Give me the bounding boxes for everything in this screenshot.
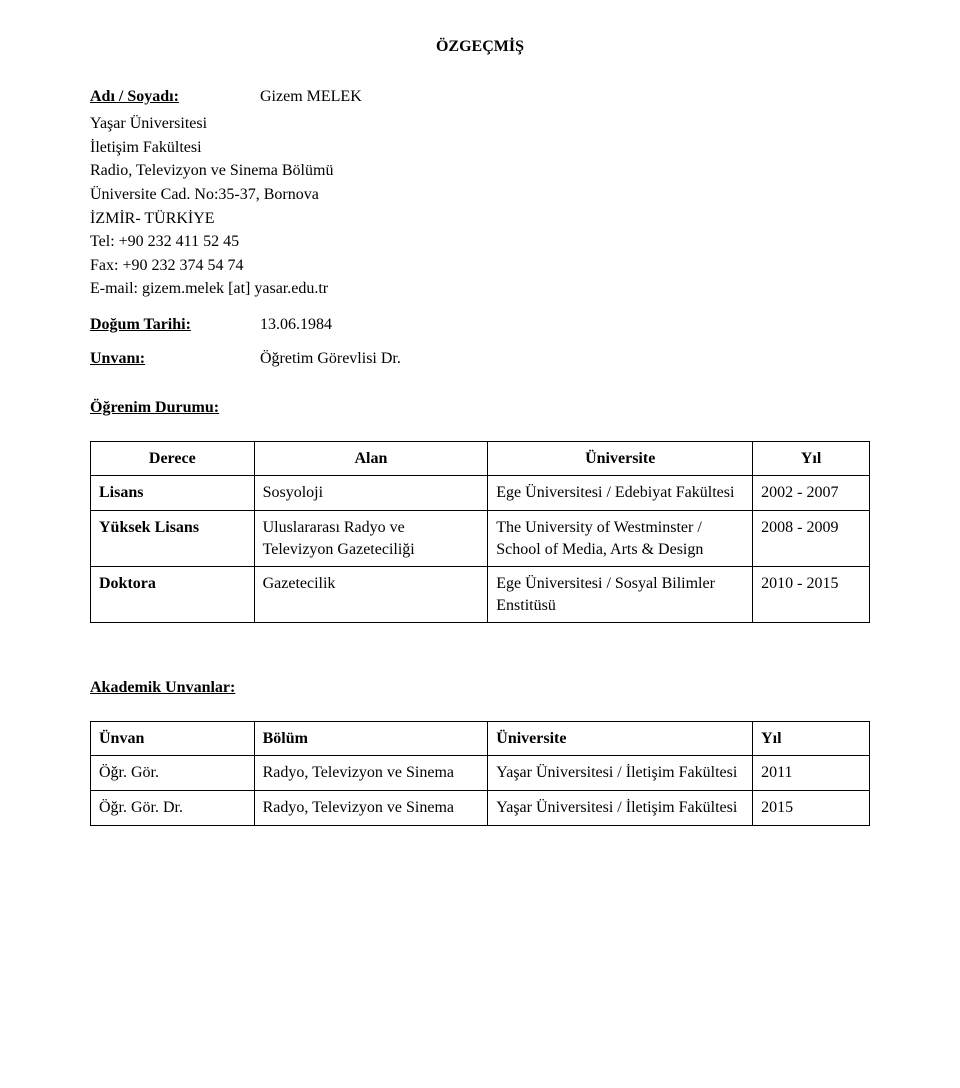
address-line: E-mail: gizem.melek [at] yasar.edu.tr <box>90 278 870 300</box>
edu-university: Ege Üniversitesi / Sosyal Bilimler Ensti… <box>488 567 753 623</box>
address-line: Yaşar Üniversitesi <box>90 113 870 135</box>
titles-dept: Radyo, Televizyon ve Sinema <box>254 756 488 791</box>
dob-label: Doğum Tarihi: <box>90 314 260 336</box>
doc-title: ÖZGEÇMİŞ <box>90 36 870 58</box>
dob-row: Doğum Tarihi: 13.06.1984 <box>90 314 870 336</box>
titles-header-title: Ünvan <box>91 721 255 756</box>
titles-year: 2015 <box>753 791 870 826</box>
edu-degree: Yüksek Lisans <box>91 510 255 566</box>
dob-value: 13.06.1984 <box>260 314 870 336</box>
table-row: Yüksek Lisans Uluslararası Radyo ve Tele… <box>91 510 870 566</box>
title-label: Unvanı: <box>90 348 260 370</box>
titles-title: Öğr. Gör. Dr. <box>91 791 255 826</box>
edu-year: 2010 - 2015 <box>753 567 870 623</box>
address-line: Üniversite Cad. No:35-37, Bornova <box>90 184 870 206</box>
edu-field: Uluslararası Radyo ve Televizyon Gazetec… <box>254 510 488 566</box>
edu-field: Sosyoloji <box>254 476 488 511</box>
titles-header-year: Yıl <box>753 721 870 756</box>
edu-university: The University of Westminster / School o… <box>488 510 753 566</box>
name-value: Gizem MELEK <box>260 86 870 108</box>
edu-header-field: Alan <box>254 441 488 476</box>
spacer <box>90 623 870 663</box>
address-line: Radio, Televizyon ve Sinema Bölümü <box>90 160 870 182</box>
table-row: Öğr. Gör. Radyo, Televizyon ve Sinema Ya… <box>91 756 870 791</box>
edu-year: 2002 - 2007 <box>753 476 870 511</box>
address-block: Yaşar Üniversitesi İletişim Fakültesi Ra… <box>90 113 870 300</box>
titles-year: 2011 <box>753 756 870 791</box>
edu-header-degree: Derece <box>91 441 255 476</box>
education-table: Derece Alan Üniversite Yıl Lisans Sosyol… <box>90 441 870 624</box>
edu-year: 2008 - 2009 <box>753 510 870 566</box>
address-line: Tel: +90 232 411 52 45 <box>90 231 870 253</box>
name-label: Adı / Soyadı: <box>90 86 260 108</box>
address-line: İZMİR- TÜRKİYE <box>90 208 870 230</box>
name-row: Adı / Soyadı: Gizem MELEK <box>90 86 870 108</box>
titles-dept: Radyo, Televizyon ve Sinema <box>254 791 488 826</box>
academic-titles-table: Ünvan Bölüm Üniversite Yıl Öğr. Gör. Rad… <box>90 721 870 826</box>
titles-title: Öğr. Gör. <box>91 756 255 791</box>
title-row: Unvanı: Öğretim Görevlisi Dr. <box>90 348 870 370</box>
education-heading: Öğrenim Durumu: <box>90 397 870 419</box>
edu-field: Gazetecilik <box>254 567 488 623</box>
edu-university: Ege Üniversitesi / Edebiyat Fakültesi <box>488 476 753 511</box>
titles-header-university: Üniversite <box>488 721 753 756</box>
academic-titles-heading: Akademik Unvanlar: <box>90 677 870 699</box>
title-value: Öğretim Görevlisi Dr. <box>260 348 870 370</box>
titles-university: Yaşar Üniversitesi / İletişim Fakültesi <box>488 791 753 826</box>
titles-university: Yaşar Üniversitesi / İletişim Fakültesi <box>488 756 753 791</box>
edu-header-university: Üniversite <box>488 441 753 476</box>
edu-degree: Lisans <box>91 476 255 511</box>
cv-page: ÖZGEÇMİŞ Adı / Soyadı: Gizem MELEK Yaşar… <box>0 0 960 1088</box>
table-header-row: Derece Alan Üniversite Yıl <box>91 441 870 476</box>
address-line: İletişim Fakültesi <box>90 137 870 159</box>
table-row: Doktora Gazetecilik Ege Üniversitesi / S… <box>91 567 870 623</box>
edu-header-year: Yıl <box>753 441 870 476</box>
table-row: Öğr. Gör. Dr. Radyo, Televizyon ve Sinem… <box>91 791 870 826</box>
table-row: Lisans Sosyoloji Ege Üniversitesi / Edeb… <box>91 476 870 511</box>
table-header-row: Ünvan Bölüm Üniversite Yıl <box>91 721 870 756</box>
titles-header-dept: Bölüm <box>254 721 488 756</box>
address-line: Fax: +90 232 374 54 74 <box>90 255 870 277</box>
edu-degree: Doktora <box>91 567 255 623</box>
